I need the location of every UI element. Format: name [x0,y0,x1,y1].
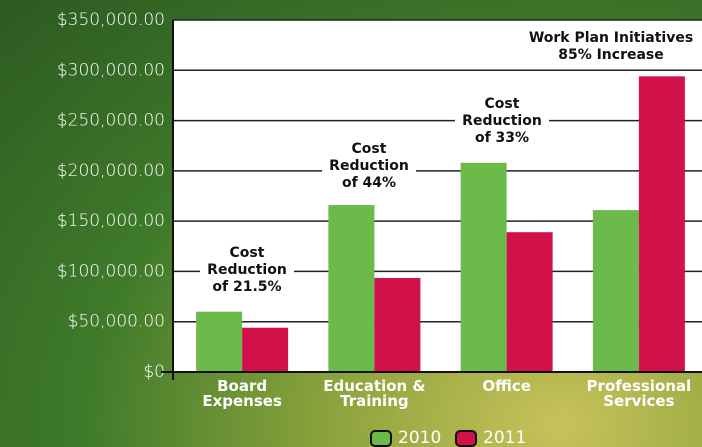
x-tick-label: Office [452,379,562,394]
legend-label: 2010 [398,428,441,447]
screen: $0$50,000.00$100,000.00$150,000.00$200,0… [0,0,702,447]
bar [593,210,639,372]
bar [242,328,288,372]
bar [374,278,420,372]
x-tick-label: Professional Services [584,379,694,409]
legend-item: 2011 [455,428,526,447]
legend-label: 2011 [483,428,526,447]
legend-swatch [455,430,477,447]
legend-item: 2010 [370,428,441,447]
bar [196,312,242,372]
y-tick-label: $50,000.00 [68,312,165,332]
bar [639,76,685,372]
y-tick-label: $200,000.00 [57,161,165,181]
y-tick-label: $100,000.00 [57,261,165,281]
annotation: Cost Reduction of 21.5% [200,245,294,296]
y-tick-label: $300,000.00 [57,60,165,80]
y-tick-label: $350,000.00 [57,10,165,30]
annotation: Cost Reduction of 44% [322,141,416,192]
bar [461,163,507,372]
legend-swatch [370,430,392,447]
y-tick-label: $250,000.00 [57,111,165,131]
y-tick-label: $150,000.00 [57,211,165,231]
x-tick-label: Board Expenses [187,379,297,409]
annotation: Cost Reduction of 33% [455,96,549,147]
bar [507,232,553,372]
x-tick-label: Education & Training [319,379,429,409]
bar [328,205,374,372]
annotation: Work Plan Initiatives 85% Increase [512,30,702,64]
